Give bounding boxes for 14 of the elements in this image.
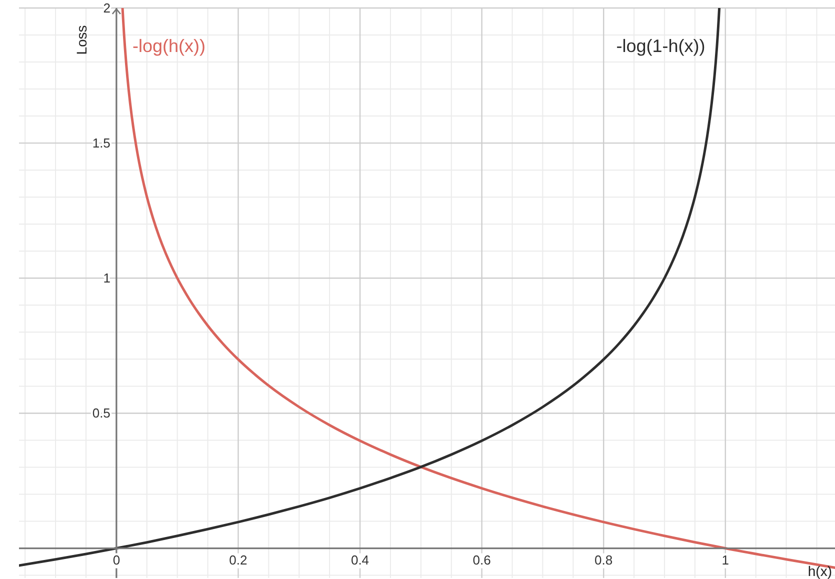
series-label: -log(1-h(x)): [616, 36, 706, 56]
x-tick-label: 0.2: [229, 552, 248, 568]
y-tick-label: 0.5: [92, 406, 110, 421]
x-tick-label: 0.6: [472, 552, 491, 568]
y-tick-label: 1: [103, 270, 110, 286]
x-tick-label: 1: [722, 552, 730, 568]
series-label: -log(h(x)): [132, 36, 206, 56]
x-tick-label: 0.8: [594, 552, 613, 568]
y-axis-title: Loss: [73, 25, 90, 55]
y-tick-label: 2: [103, 0, 110, 16]
x-axis-title: h(x): [808, 563, 832, 579]
x-tick-label: 0: [112, 552, 120, 568]
y-tick-label: 1.5: [92, 136, 110, 151]
x-tick-label: 0.4: [350, 552, 370, 568]
